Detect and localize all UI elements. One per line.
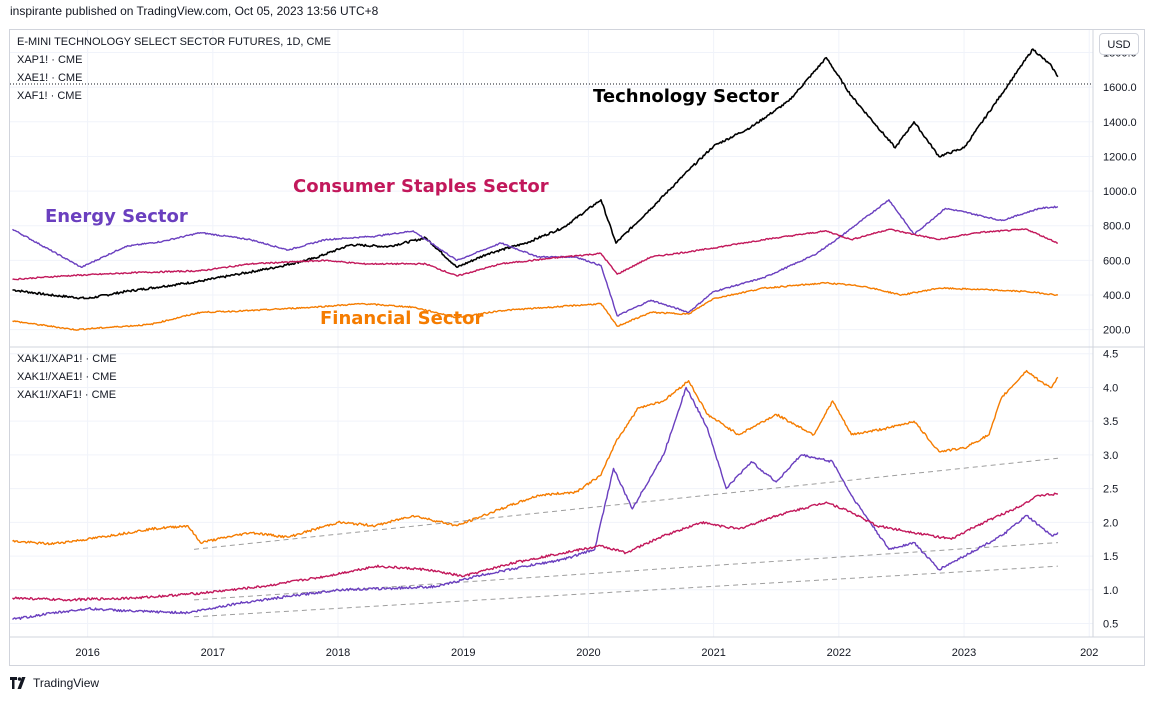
- series-line-energy: [12, 199, 1059, 317]
- series-line-tech: [12, 48, 1059, 300]
- y-tick-label: 4.0: [1103, 382, 1118, 394]
- series-line-financial-ratio: [12, 369, 1059, 546]
- top-pane-legend: E-MINI TECHNOLOGY SELECT SECTOR FUTURES,…: [17, 33, 331, 105]
- legend-entry-xaf[interactable]: XAF1! · CME: [17, 90, 82, 102]
- y-tick-label: 1200.0: [1103, 151, 1137, 163]
- x-tick-label: 202: [1080, 647, 1098, 659]
- y-tick-label: 1.0: [1103, 585, 1118, 597]
- annotation-layer: Technology Sector Consumer Staples Sector…: [45, 86, 779, 329]
- x-tick-label: 2018: [326, 647, 350, 659]
- publisher-line: inspirante published on TradingView.com,…: [10, 4, 379, 18]
- y-tick-label: 3.0: [1103, 450, 1118, 462]
- annotation-energy: Energy Sector: [45, 206, 188, 227]
- x-tick-label: 2023: [952, 647, 976, 659]
- y-tick-label: 4.5: [1103, 349, 1118, 361]
- series-line-energy-ratio: [12, 386, 1059, 621]
- bottom-pane-legend: XAK1!/XAP1! · CME XAK1!/XAE1! · CME XAK1…: [17, 350, 117, 404]
- series-line-financial: [12, 281, 1059, 331]
- y-tick-label: 800.0: [1103, 221, 1131, 233]
- annotation-staples: Consumer Staples Sector: [293, 176, 549, 197]
- annotation-financial: Financial Sector: [320, 308, 483, 329]
- y-tick-label: 2.5: [1103, 484, 1118, 496]
- y-tick-label: 1600.0: [1103, 82, 1137, 94]
- legend-entry-xap[interactable]: XAP1! · CME: [17, 54, 83, 66]
- x-tick-label: 2021: [701, 647, 725, 659]
- top-pane-title[interactable]: E-MINI TECHNOLOGY SELECT SECTOR FUTURES,…: [17, 36, 331, 48]
- y-tick-label: 0.5: [1103, 619, 1118, 631]
- y-tick-label: 1000.0: [1103, 186, 1137, 198]
- x-tick-label: 2017: [201, 647, 225, 659]
- trendline: [193, 457, 1058, 550]
- trendline: [194, 565, 1058, 618]
- x-tick-label: 2019: [451, 647, 475, 659]
- x-tick-label: 2022: [827, 647, 851, 659]
- legend-entry-xak-xae[interactable]: XAK1!/XAE1! · CME: [17, 371, 117, 383]
- series-layer: [12, 48, 1059, 621]
- legend-entry-xae[interactable]: XAE1! · CME: [17, 72, 83, 84]
- currency-button[interactable]: USD: [1099, 33, 1139, 55]
- y-tick-label: 1400.0: [1103, 117, 1137, 129]
- footer-brand[interactable]: TradingView: [10, 676, 99, 690]
- y-tick-label: 2.0: [1103, 517, 1118, 529]
- y-tick-label: 3.5: [1103, 416, 1118, 428]
- series-line-staples-ratio: [12, 492, 1058, 602]
- legend-entry-xak-xaf[interactable]: XAK1!/XAF1! · CME: [17, 389, 117, 401]
- x-tick-label: 2020: [576, 647, 600, 659]
- series-line-staples: [12, 228, 1058, 281]
- y-tick-label: 200.0: [1103, 325, 1131, 337]
- tradingview-logo-icon: [10, 677, 26, 689]
- x-tick-label: 2016: [75, 647, 99, 659]
- annotation-tech: Technology Sector: [593, 86, 779, 107]
- y-tick-label: 1.5: [1103, 551, 1118, 563]
- grid-layer: [10, 30, 1093, 637]
- trendline-layer: [193, 457, 1058, 618]
- legend-entry-xak-xap[interactable]: XAK1!/XAP1! · CME: [17, 353, 117, 365]
- y-tick-label: 600.0: [1103, 255, 1131, 267]
- footer-brand-text: TradingView: [33, 676, 100, 690]
- y-tick-label: 400.0: [1103, 290, 1131, 302]
